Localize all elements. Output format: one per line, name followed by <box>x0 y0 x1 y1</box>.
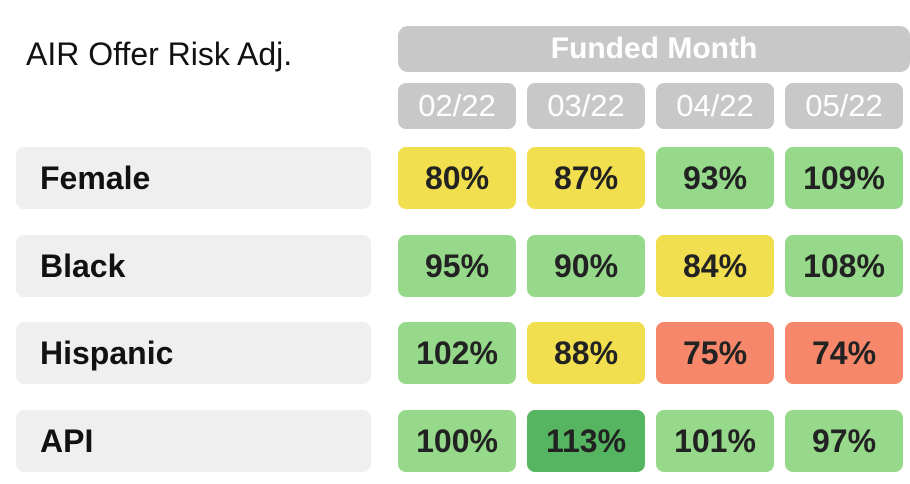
chart-title: AIR Offer Risk Adj. <box>26 36 293 72</box>
heatmap-cell-r0-c2: 93% <box>656 147 774 209</box>
row-label-3: API <box>16 410 371 472</box>
column-header-3: 05/22 <box>785 83 903 129</box>
heatmap-cell-r0-c3: 109% <box>785 147 903 209</box>
heatmap-cell-r1-c1: 90% <box>527 235 645 297</box>
heatmap-cell-r2-c2: 75% <box>656 322 774 384</box>
heatmap-cell-r0-c1: 87% <box>527 147 645 209</box>
column-header-2: 04/22 <box>656 83 774 129</box>
heatmap-cell-r3-c1: 113% <box>527 410 645 472</box>
heatmap-cell-r3-c3: 97% <box>785 410 903 472</box>
row-label-1: Black <box>16 235 371 297</box>
column-header-1: 03/22 <box>527 83 645 129</box>
heatmap-cell-r3-c2: 101% <box>656 410 774 472</box>
heatmap-cell-r1-c2: 84% <box>656 235 774 297</box>
heatmap-cell-r1-c3: 108% <box>785 235 903 297</box>
row-label-0: Female <box>16 147 371 209</box>
column-group-header: Funded Month <box>398 26 910 72</box>
row-label-2: Hispanic <box>16 322 371 384</box>
column-header-0: 02/22 <box>398 83 516 129</box>
heatmap-cell-r1-c0: 95% <box>398 235 516 297</box>
heatmap-cell-r2-c0: 102% <box>398 322 516 384</box>
heatmap-cell-r3-c0: 100% <box>398 410 516 472</box>
heatmap-cell-r2-c1: 88% <box>527 322 645 384</box>
heatmap-cell-r0-c0: 80% <box>398 147 516 209</box>
heatmap-cell-r2-c3: 74% <box>785 322 903 384</box>
